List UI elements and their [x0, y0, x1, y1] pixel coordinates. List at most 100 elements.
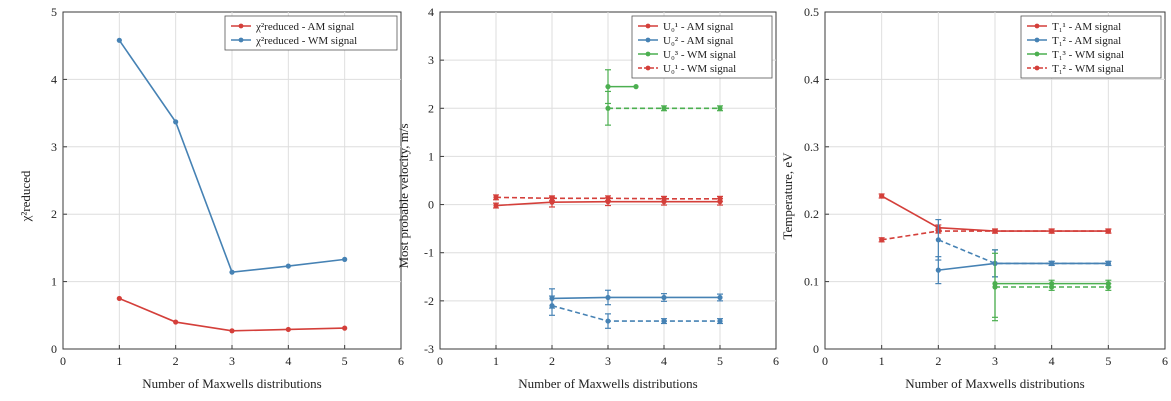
panel-a-legend-marker [238, 23, 244, 29]
panel-b-series-4-point [549, 303, 555, 309]
panel-b-ytick-label: 1 [428, 149, 434, 163]
panel-c-xtick-label: 6 [1162, 354, 1168, 368]
panel-c-legend-entry: T₁² - AM signal [1052, 35, 1121, 47]
panel-a-ytick-label: 3 [51, 140, 57, 154]
panel-b-series-4-point [661, 318, 667, 324]
panel-b-series-1-point [661, 294, 667, 301]
panel-a-series-0-point [173, 319, 179, 325]
panel-c-series-5-point [1105, 284, 1111, 290]
panel-c-ytick-label: 0.1 [804, 275, 819, 289]
panel-b-xtick-label: 6 [773, 354, 779, 368]
panel-b-legend-entry: U₀² - AM signal [663, 35, 733, 47]
panel-b-xlabel: Number of Maxwells distributions [518, 376, 697, 391]
panel-c-series-4-point [935, 237, 941, 243]
panel-c-series-0-point [879, 193, 885, 199]
panel-c-series-3-point [992, 228, 998, 234]
panel-c-legend-entry: T₁³ - WM signal [1052, 49, 1124, 61]
panel-c: c) Number of Maxwells distributions Temp… [780, 5, 1168, 391]
panel-b-ytick-label: -2 [424, 294, 434, 308]
panel-b-series-3-point [549, 195, 555, 201]
panel-c-xtick-label: 3 [992, 354, 998, 368]
panel-b-ytick-label: -3 [424, 342, 434, 356]
panel-b-series-3-point [605, 195, 611, 201]
panel-b-series-5-point [605, 105, 611, 111]
panel-b-series-1-line [551, 296, 720, 300]
panel-c-xtick-label: 5 [1105, 354, 1111, 368]
panel-a-xlabel: Number of Maxwells distributions [142, 376, 321, 391]
panel-b-xtick-label: 2 [549, 354, 555, 368]
panel-c-legend-entry: T₁¹ - AM signal [1052, 21, 1121, 33]
panel-a-series-0-point [116, 295, 122, 302]
panel-b-series-3-point [717, 196, 723, 202]
panel-c-series-1-point [935, 267, 941, 273]
panel-c-xtick-label: 4 [1049, 354, 1055, 368]
panel-a-series-1-point [285, 263, 291, 269]
panel-b-legend-marker [645, 37, 651, 43]
panel-c-series-4-line [938, 239, 1109, 265]
panel-b-ytick-label: 3 [428, 53, 434, 67]
panel-a-series-1-point [116, 37, 122, 43]
panel-b-legend-marker [645, 65, 651, 71]
panel-b-series-5-point [717, 105, 723, 111]
panel-b-series-3-point [493, 194, 499, 200]
panel-b-xtick-label: 4 [661, 354, 667, 368]
panel-b-series-5-point [661, 105, 667, 111]
panel-b-ytick-label: 4 [428, 5, 434, 19]
panel-a-xtick-label: 0 [60, 354, 66, 368]
panel-b-legend-entry: U₀³ - WM signal [663, 49, 736, 61]
panel-a-legend-marker [238, 37, 244, 43]
panel-a-ytick-label: 0 [51, 342, 57, 356]
panel-c-ytick-label: 0.5 [804, 5, 819, 19]
panel-b-ytick-label: 0 [428, 198, 434, 212]
panel-b-ytick-label: 2 [428, 101, 434, 115]
panel-a-ytick-label: 4 [51, 72, 57, 86]
panel-a-xtick-label: 1 [116, 354, 122, 368]
panel-a-series-0-point [342, 325, 348, 331]
panel-c-legend-marker [1034, 23, 1040, 29]
panel-c-series-5-point [992, 284, 998, 290]
panel-c-series-3-point [1105, 228, 1111, 234]
panel-b-series-3-point [661, 196, 667, 202]
panel-c-legend-entry: T₁² - WM signal [1052, 63, 1124, 75]
panel-c-series-3-point [1049, 228, 1055, 234]
panel-c-ytick-label: 0.4 [804, 72, 819, 86]
panel-b-ytick-label: -1 [424, 246, 434, 260]
panel-a-xtick-label: 5 [342, 354, 348, 368]
panel-b-xtick-label: 5 [717, 354, 723, 368]
panel-c-series-4-point [1049, 260, 1055, 267]
panel-c-xtick-label: 0 [822, 354, 828, 368]
panel-c-ylabel: Temperature, eV [780, 152, 795, 240]
panel-a: a) Number of Maxwells distributions χ²re… [18, 5, 404, 391]
panel-b-series-4-point [717, 318, 723, 324]
panel-c-ytick-label: 0.3 [804, 140, 819, 154]
panel-b-legend-marker [645, 23, 651, 29]
panel-c-series-4-point [1105, 260, 1111, 267]
panel-b-xtick-label: 0 [437, 354, 443, 368]
panel-b-legend-entry: U₀¹ - AM signal [663, 21, 733, 33]
panel-c-xlabel: Number of Maxwells distributions [905, 376, 1084, 391]
panel-a-series-1-point [173, 119, 179, 125]
panel-a-series-0-point [229, 328, 235, 334]
panel-a-ytick-label: 1 [51, 275, 57, 289]
panel-b-xtick-label: 1 [493, 354, 499, 368]
panel-b-legend-marker [645, 51, 651, 57]
panel-a-xtick-label: 3 [229, 354, 235, 368]
panel-b-xtick-label: 3 [605, 354, 611, 368]
panel-a-ytick-label: 2 [51, 207, 57, 221]
panel-b-series-1-point [605, 294, 611, 301]
panel-a-ylabel: χ²reduced [18, 170, 33, 222]
panel-c-series-3-point [879, 237, 885, 243]
panel-b-series-2-point [605, 84, 611, 90]
panel-a-series-0-point [285, 326, 291, 333]
panel-b-series-0-point [493, 202, 499, 209]
panel-b-series-1-point [717, 294, 723, 301]
panel-a-series-1-point [342, 256, 348, 262]
panel-a-legend-entry: χ²reduced - WM signal [255, 35, 357, 47]
panel-b-series-2-point [633, 84, 639, 90]
panel-a-series-1-point [229, 269, 235, 275]
panel-b-series-4-point [605, 318, 611, 324]
panel-b-legend-entry: U₀¹ - WM signal [663, 63, 736, 75]
panel-c-legend-marker [1034, 37, 1040, 43]
